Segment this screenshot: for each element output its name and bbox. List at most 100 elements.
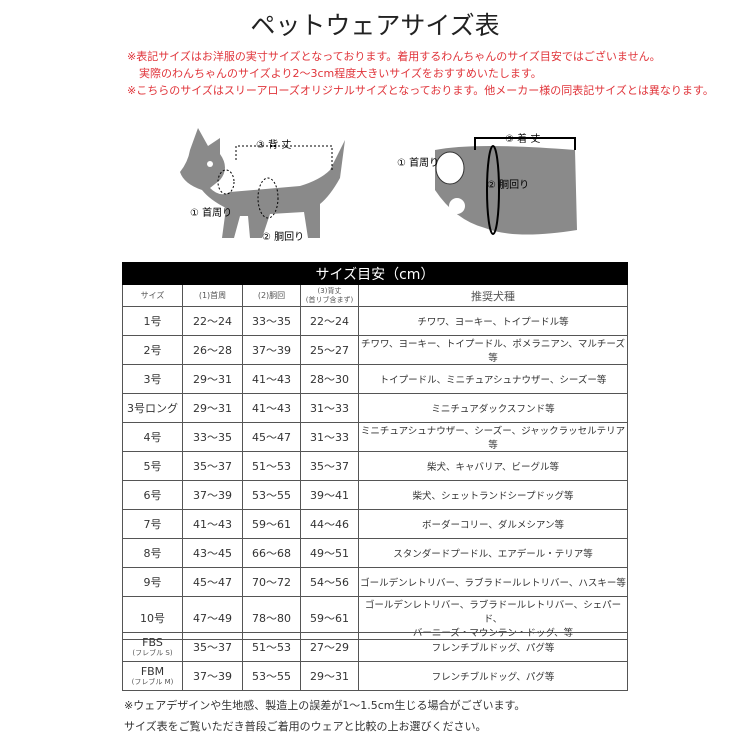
- table-row: 1号 22～24 33～35 22～24 チワワ、ヨーキー、トイプードル等: [122, 306, 628, 336]
- chest-cell: 45～47: [242, 422, 301, 452]
- breeds-cell: チワワ、ヨーキー、トイプードル等: [358, 306, 628, 336]
- size-cell: FBM (フレブル M): [122, 661, 183, 691]
- neck-cell: 43～45: [182, 538, 243, 568]
- chest-cell: 41～43: [242, 393, 301, 423]
- chest-cell: 41～43: [242, 364, 301, 394]
- chest-cell: 51～53: [242, 451, 301, 481]
- breeds-cell: フレンチブルドッグ、パグ等: [358, 661, 628, 691]
- chest-cell: 66～68: [242, 538, 301, 568]
- chest-cell: 59～61: [242, 509, 301, 539]
- notes: ※表記サイズはお洋服の実寸サイズとなっております。着用するわんちゃんのサイズ目安…: [127, 48, 714, 99]
- chest-cell: 53～55: [242, 661, 301, 691]
- breeds-cell: 柴犬、シェットランドシープドッグ等: [358, 480, 628, 510]
- size-cell: 9号: [122, 567, 183, 597]
- back-cell: 35～37: [300, 451, 359, 481]
- header-back-note: (首リブ含まず): [305, 295, 354, 304]
- breeds-cell: フレンチブルドッグ、パグ等: [358, 632, 628, 662]
- neck-cell: 41～43: [182, 509, 243, 539]
- size-cell: 7号: [122, 509, 183, 539]
- table-row: 7号 41～43 59～61 44～46 ボーダーコリー、ダルメシアン等: [122, 509, 628, 539]
- header-breeds: 推奨犬種: [358, 284, 628, 307]
- dog-neck-label: ① 首周り: [190, 206, 232, 219]
- breeds-line: ゴールデンレトリバー、ラブラドールレトリバー、シェパード、: [364, 600, 622, 625]
- back-cell: 25～27: [300, 335, 359, 365]
- size-cell: 4号: [122, 422, 183, 452]
- header-back-label: (3)背丈: [317, 286, 342, 295]
- table-row: 8号 43～45 66～68 49～51 スタンダードプードル、エアデール・テリア等: [122, 538, 628, 568]
- table-row: FBS (フレブル S) 35～37 51～53 27～29 フレンチブルドッグ、パグ等: [122, 632, 628, 662]
- breeds-cell: スタンダードプードル、エアデール・テリア等: [358, 538, 628, 568]
- neck-cell: 29～31: [182, 393, 243, 423]
- neck-cell: 26～28: [182, 335, 243, 365]
- note-1: ※表記サイズはお洋服の実寸サイズとなっております。着用するわんちゃんのサイズ目安…: [127, 50, 661, 63]
- neck-cell: 33～35: [182, 422, 243, 452]
- breeds-cell: チワワ、ヨーキー、トイプードル、ポメラニアン、マルチーズ等: [358, 335, 628, 365]
- size-cell: 3号ロング: [122, 393, 183, 423]
- neck-cell: 35～37: [182, 632, 243, 662]
- breeds-cell: ボーダーコリー、ダルメシアン等: [358, 509, 628, 539]
- chest-cell: 37～39: [242, 335, 301, 365]
- chest-cell: 53～55: [242, 480, 301, 510]
- table-row: 6号 37～39 53～55 39～41 柴犬、シェットランドシープドッグ等: [122, 480, 628, 510]
- table-caption: サイズ目安（cm）: [122, 262, 628, 285]
- dog-back-label: ③ 背 丈: [256, 138, 291, 151]
- table-row: FBM (フレブル M) 37～39 53～55 29～31 フレンチブルドッグ、パグ等: [122, 661, 628, 691]
- size-sub: (フレブル S): [132, 648, 173, 657]
- wear-diagram: ③ 着 丈 ① 首周り ② 胴回り: [397, 132, 577, 235]
- size-cell: 3号: [122, 364, 183, 394]
- size-label: FBS: [142, 635, 163, 649]
- back-cell: 31～33: [300, 393, 359, 423]
- chest-cell: 51～53: [242, 632, 301, 662]
- back-cell: 49～51: [300, 538, 359, 568]
- back-cell: 27～29: [300, 632, 359, 662]
- table-row: 3号ロング 29～31 41～43 31～33 ミニチュアダックスフンド等: [122, 393, 628, 423]
- footer-note-1: ※ウェアデザインや生地感、製造上の誤差が1～1.5cm生じる場合がございます。: [124, 699, 526, 712]
- dog-diagram: ③ 背 丈 ① 首周り ② 胴回り: [180, 128, 345, 243]
- header-size: サイズ: [122, 284, 183, 307]
- neck-cell: 29～31: [182, 364, 243, 394]
- footer-note-2: サイズ表をご覧いただき普段ご着用のウェアと比較の上お選びください。: [124, 720, 487, 733]
- back-cell: 28～30: [300, 364, 359, 394]
- wear-back-label: ③ 着 丈: [505, 132, 540, 145]
- header-chest: (2)胴回: [242, 284, 301, 307]
- back-cell: 44～46: [300, 509, 359, 539]
- breeds-cell: ミニチュアダックスフンド等: [358, 393, 628, 423]
- page-title: ペットウェアサイズ表: [250, 11, 500, 40]
- back-cell: 39～41: [300, 480, 359, 510]
- fb-table: FBS (フレブル S) 35～37 51～53 27～29 フレンチブルドッグ、パグ等 F…: [122, 632, 628, 691]
- back-cell: 54～56: [300, 567, 359, 597]
- header-back: (3)背丈 (首リブ含まず): [300, 284, 359, 307]
- size-cell: 6号: [122, 480, 183, 510]
- dog-chest-label: ② 胴回り: [262, 231, 304, 243]
- size-table: サイズ目安（cm） サイズ (1)首周 (2)胴回 (3)背丈 (首リブ含まず) …: [122, 262, 628, 640]
- neck-cell: 35～37: [182, 451, 243, 481]
- chest-cell: 70～72: [242, 567, 301, 597]
- note-2: 実際のわんちゃんのサイズより2～3cm程度大きいサイズをおすすめいたします。: [139, 67, 542, 80]
- chest-cell: 33～35: [242, 306, 301, 336]
- neck-cell: 45～47: [182, 567, 243, 597]
- neck-cell: 22～24: [182, 306, 243, 336]
- header-neck: (1)首周: [182, 284, 243, 307]
- size-cell: 1号: [122, 306, 183, 336]
- note-3: ※こちらのサイズはスリーアローズオリジナルサイズとなっております。他メーカー様の…: [127, 84, 714, 97]
- size-label: FBM: [140, 664, 165, 678]
- back-cell: 29～31: [300, 661, 359, 691]
- size-cell: 8号: [122, 538, 183, 568]
- neck-cell: 37～39: [182, 480, 243, 510]
- table-row: 3号 29～31 41～43 28～30 トイプードル、ミニチュアシュナウザー、シーズー…: [122, 364, 628, 394]
- table-row: 9号 45～47 70～72 54～56 ゴールデンレトリバー、ラブラドールレトリバー、…: [122, 567, 628, 597]
- neck-cell: 37～39: [182, 661, 243, 691]
- table-row: 4号 33～35 45～47 31～33 ミニチュアシュナウザー、シーズー、ジャックラッ…: [122, 422, 628, 452]
- breeds-cell: 柴犬、キャバリア、ビーグル等: [358, 451, 628, 481]
- size-cell: 5号: [122, 451, 183, 481]
- table-row: 2号 26～28 37～39 25～27 チワワ、ヨーキー、トイプードル、ポメラニアン、…: [122, 335, 628, 365]
- table-row: 5号 35～37 51～53 35～37 柴犬、キャバリア、ビーグル等: [122, 451, 628, 481]
- size-cell: FBS (フレブル S): [122, 632, 183, 662]
- breeds-cell: ミニチュアシュナウザー、シーズー、ジャックラッセルテリア等: [358, 422, 628, 452]
- breeds-cell: トイプードル、ミニチュアシュナウザー、シーズー等: [358, 364, 628, 394]
- back-cell: 22～24: [300, 306, 359, 336]
- wear-neck-label: ① 首周り: [397, 156, 439, 169]
- back-cell: 31～33: [300, 422, 359, 452]
- wear-chest-label: ② 胴回り: [487, 179, 529, 191]
- size-sub: (フレブル M): [131, 677, 174, 686]
